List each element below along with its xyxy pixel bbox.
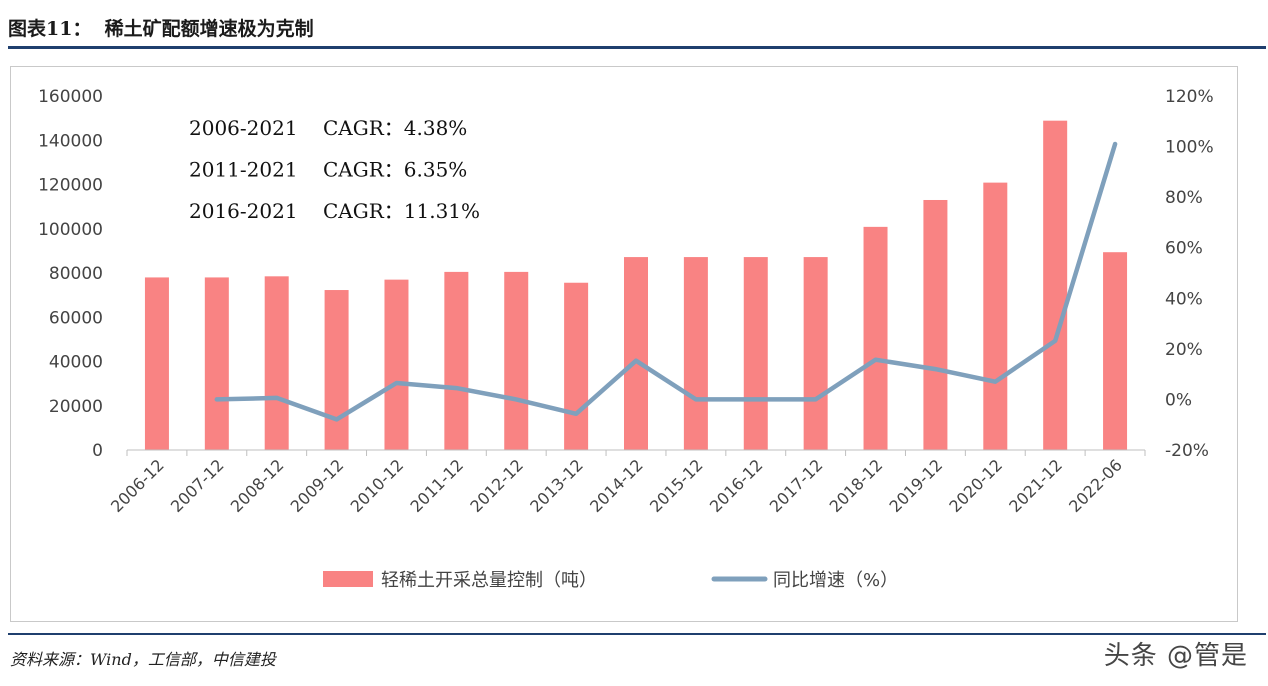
bar-quota — [264, 276, 289, 450]
x-axis-category-label: 2008-12 — [227, 455, 288, 516]
x-axis-category-label: 2019-12 — [886, 455, 947, 516]
left-axis-tick-label: 80000 — [49, 264, 103, 284]
bar-quota — [743, 257, 768, 450]
right-axis-tick-label: 40% — [1165, 289, 1203, 309]
x-axis-category-label: 2022-06 — [1065, 455, 1126, 516]
header-divider — [8, 46, 1266, 49]
left-axis-tick-label: 60000 — [49, 308, 103, 328]
left-axis-tick-label: 160000 — [38, 87, 103, 107]
bar-quota — [923, 199, 948, 450]
legend-swatch-quota — [323, 571, 373, 587]
x-axis-category-label: 2012-12 — [466, 455, 527, 516]
bar-quota — [144, 277, 169, 450]
bar-quota — [1043, 120, 1068, 450]
x-axis-category-label: 2006-12 — [107, 455, 168, 516]
left-axis-tick-label: 20000 — [49, 397, 103, 417]
bar-quota — [564, 282, 589, 450]
bar-quota — [384, 279, 409, 450]
x-axis-category-label: 2013-12 — [526, 455, 587, 516]
x-axis-category-label: 2018-12 — [826, 455, 887, 516]
bar-quota — [624, 257, 648, 450]
figure-title: 图表11： 稀土矿配额增速极为克制 — [8, 18, 314, 40]
left-axis-tick-label: 120000 — [38, 176, 103, 196]
source-note: 资料来源：Wind，工信部，中信建投 — [10, 650, 276, 669]
x-axis-category-label: 2007-12 — [167, 455, 228, 516]
cagr-annotation: 2006-2021 CAGR：4.38% — [189, 116, 467, 140]
x-axis-category-label: 2020-12 — [945, 455, 1006, 516]
watermark: 头条 @管是 — [1103, 641, 1248, 671]
legend-label-growth: 同比增速（%） — [773, 570, 898, 591]
bar-quota — [444, 271, 469, 450]
chart-header: 图表11： 稀土矿配额增速极为克制 — [8, 10, 1266, 50]
chart-svg: 0 20000 40000 60000 80000 100000 120000 140000 1… — [38, 87, 1214, 591]
x-axis-category-label: 2009-12 — [287, 455, 348, 516]
right-axis-tick-label: 20% — [1165, 340, 1203, 360]
bar-quota — [204, 277, 229, 450]
left-axis-tick-label: 100000 — [38, 220, 103, 240]
left-axis-tick-label: 40000 — [49, 353, 103, 373]
cagr-annotation: 2016-2021 CAGR：11.31% — [189, 199, 480, 223]
x-axis-category-label: 2017-12 — [766, 455, 827, 516]
x-axis-category-label: 2011-12 — [406, 455, 467, 516]
right-axis-tick-label: 100% — [1165, 138, 1214, 158]
right-axis-tick-label: 120% — [1165, 87, 1214, 107]
left-axis-tick-label: 0 — [92, 441, 103, 461]
x-axis-category-label: 2016-12 — [706, 455, 767, 516]
bar-quota — [863, 226, 888, 450]
x-axis-category-label: 2014-12 — [586, 455, 647, 516]
legend-label-quota: 轻稀土开采总量控制（吨） — [381, 570, 597, 591]
right-axis-tick-label: 80% — [1165, 188, 1203, 208]
x-axis-category-label: 2015-12 — [646, 455, 707, 516]
bar-quota — [983, 182, 1008, 450]
x-axis-category-label: 2021-12 — [1005, 455, 1066, 516]
bar-quota — [1103, 252, 1128, 450]
right-axis-tick-label: -20% — [1165, 441, 1209, 461]
cagr-annotation: 2011-2021 CAGR：6.35% — [189, 158, 467, 182]
bar-quota — [504, 271, 529, 450]
growth-rate-line — [214, 141, 1118, 422]
footer-divider — [8, 633, 1266, 635]
chart-frame: 0 20000 40000 60000 80000 100000 120000 140000 1… — [10, 66, 1238, 622]
x-axis-category-label: 2010-12 — [347, 455, 408, 516]
bar-quota — [683, 257, 708, 450]
right-axis-tick-label: 60% — [1165, 239, 1203, 259]
bar-quota — [324, 290, 349, 450]
bar-quota — [803, 257, 828, 450]
left-axis-tick-label: 140000 — [38, 131, 103, 151]
right-axis-tick-label: 0% — [1165, 390, 1192, 410]
